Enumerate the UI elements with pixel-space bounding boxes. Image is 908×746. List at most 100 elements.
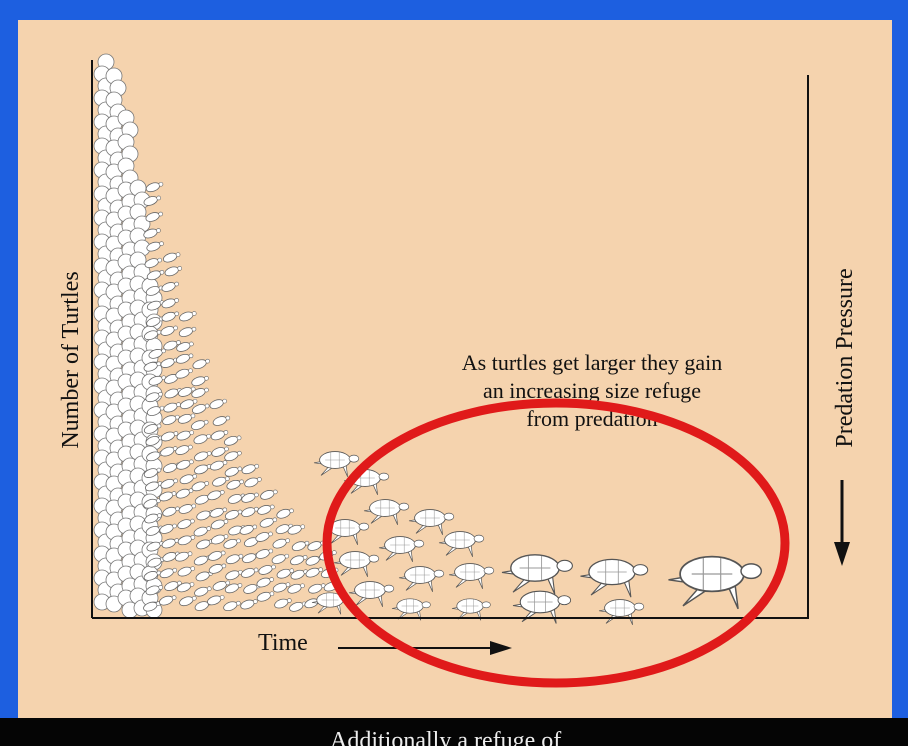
hatchling-head [273,518,277,522]
hatchling-head [190,519,194,523]
turtle-head [422,602,430,608]
hatchling-head [273,490,277,494]
turtle-head [349,455,359,462]
hatchling-head [160,270,164,274]
hatchling-head [160,242,164,246]
hatchling-head [157,424,161,428]
x-axis-label: Time [258,630,308,656]
hatchling-head [270,592,274,596]
hatchling-head [176,403,180,407]
hatchling-head [319,568,323,572]
hatchling-head [207,434,211,438]
hatchling-head [192,327,196,331]
hatchling-head [205,481,209,485]
hatchling-head [253,525,257,529]
turtle-head [369,555,379,562]
hatchling-head [237,539,241,543]
hatchling-head [172,491,176,495]
turtle-head [414,540,424,547]
hatchling-head [192,596,196,600]
hatchling-head [224,519,228,523]
hatchling-head [191,414,195,418]
hatchling-head [253,600,257,604]
hatchling-head [269,532,273,536]
hatchling-head [207,451,211,455]
annotation-line: an increasing size refuge [483,378,701,403]
hatchling-head [223,461,227,465]
hatchling-head [193,474,197,478]
hatchling-head [226,581,230,585]
hatchling-head [269,549,273,553]
hatchling-head [157,468,161,472]
y-axis-label: Number of Turtles [58,271,84,448]
hatchling-head [178,266,182,270]
hatchling-head [175,298,179,302]
hatchling-head [158,258,162,262]
hatchling-head [240,480,244,484]
hatchling-head [189,354,193,358]
hatchling-head [193,399,197,403]
turtle-head [634,603,644,610]
turtle-head [444,513,454,520]
hatchling-head [175,282,179,286]
hatchling-head [287,599,291,603]
caption: Additionally a refuge of [330,728,561,746]
hatchling-head [223,399,227,403]
hatchling-head [157,330,161,334]
hatchling-head [174,326,178,330]
hatchling-head [204,376,208,380]
hatchling-head [332,551,336,555]
turtle-head [484,567,494,574]
hatchling-head [285,554,289,558]
hatchling-head [159,392,163,396]
hatchling-head [190,431,194,435]
hatchling-head [301,584,305,588]
hatchling-head [290,509,294,513]
hatchling-head [290,569,294,573]
hatchling-head [270,505,274,509]
hatchling-head [159,212,163,216]
hatchling-head [176,253,180,257]
hatchling-head [204,420,208,424]
hatchling-head [204,388,208,392]
right-axis-label: Predation Pressure [832,268,858,447]
hatchling-head [174,431,178,435]
hatchling-head [303,555,307,559]
hatchling-head [190,582,194,586]
hatchling-head [224,535,228,539]
hatchling-head [254,493,258,497]
turtle-head [482,602,490,608]
turtle-head [558,596,571,605]
hatchling-head [172,596,176,600]
hatchling-head [225,447,229,451]
hatchling-head [173,568,177,572]
turtle-head [384,585,394,592]
hatchling-head [223,508,227,512]
turtle-head [474,535,484,542]
hatchling-head [157,196,161,200]
hatchling-head [238,583,242,587]
turtle-head [399,503,409,510]
turtle-head [741,564,761,579]
hatchling-head [222,564,226,568]
hatchling-head [236,601,240,605]
hatchling-head [225,477,229,481]
hatchling-head [192,311,196,315]
hatchling-head [238,467,242,471]
turtle-head [434,570,444,577]
turtle-head [379,473,389,480]
hatchling-head [207,527,211,531]
hatchling-head [189,460,193,464]
hatchling-head [189,342,193,346]
turtle-head [633,565,648,576]
hatchling-head [221,551,225,555]
hatchling-head [156,229,160,233]
hatchling-head [254,568,258,572]
turtle-head [557,560,572,571]
hatchling-head [192,504,196,508]
hatchling-head [159,182,163,186]
hatchling-head [237,436,241,440]
hatchling-head [255,464,259,468]
annotation-line: As turtles get larger they gain [462,350,722,375]
hatchling-head [257,477,261,481]
